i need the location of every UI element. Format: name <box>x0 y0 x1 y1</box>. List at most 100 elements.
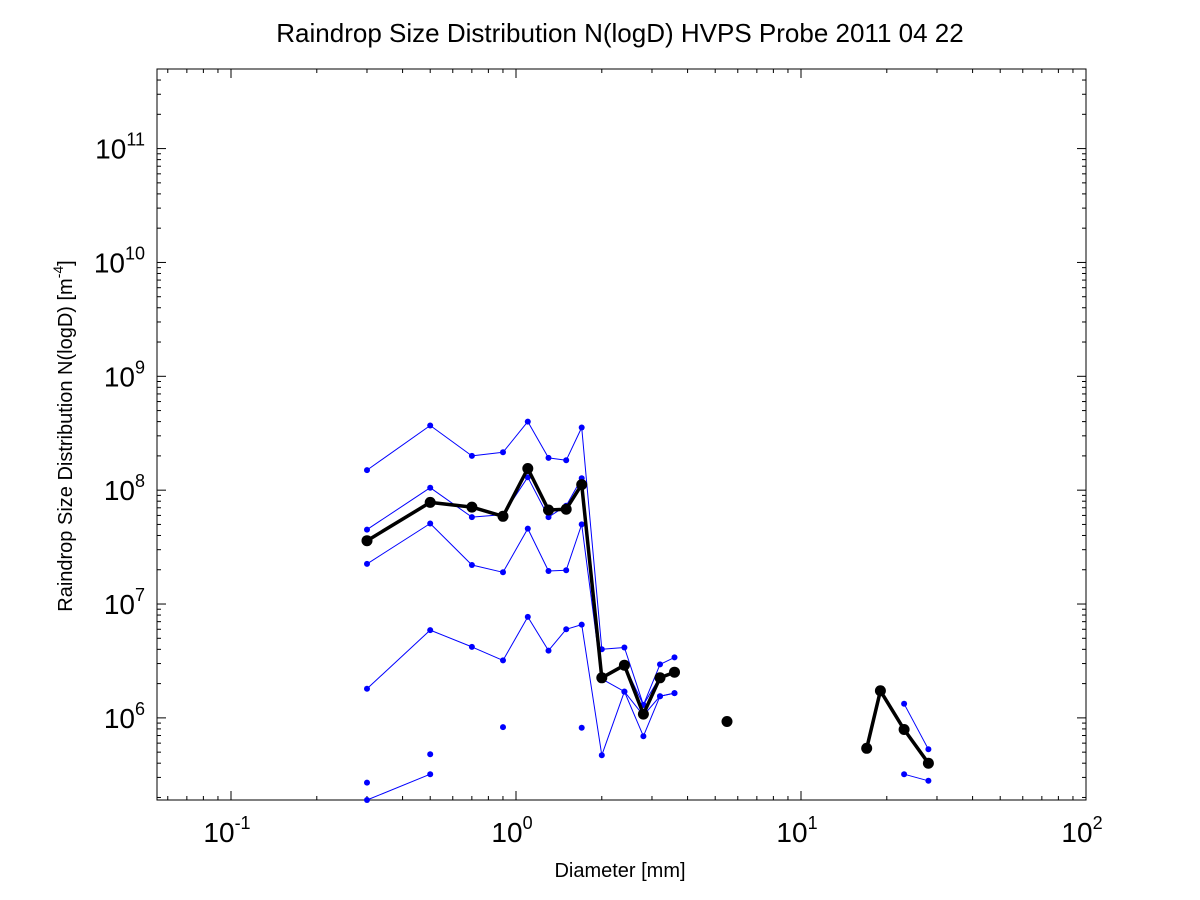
percentile-series-line <box>903 703 929 750</box>
percentile-data-point <box>524 525 531 532</box>
y-tick-label: 108 <box>104 471 145 506</box>
percentile-data-point <box>364 526 370 533</box>
minor-ticks <box>157 69 1086 800</box>
series-layer <box>361 418 934 803</box>
x-tick-label: 101 <box>776 813 817 848</box>
y-tick-label-exp: 9 <box>135 357 145 377</box>
mean-data-point <box>424 496 436 508</box>
percentile-data-point <box>427 520 434 527</box>
percentile-series <box>364 724 585 803</box>
y-tick-label-base: 10 <box>95 134 126 165</box>
mean-data-point <box>637 708 649 720</box>
percentile-data-point <box>427 751 434 758</box>
y-axis-label-main: Raindrop Size Distribution N(logD) [m <box>55 278 77 611</box>
percentile-data-point <box>671 654 678 661</box>
y-tick-label-exp: 8 <box>135 471 145 491</box>
percentile-data-point <box>468 643 475 650</box>
percentile-data-point <box>925 746 932 753</box>
percentile-data-point <box>524 418 531 425</box>
mean-data-point <box>466 501 478 513</box>
y-tick-label: 1010 <box>94 243 145 278</box>
percentile-series-line <box>366 523 675 716</box>
percentile-data-point <box>500 657 506 664</box>
y-tick-label-exp: 11 <box>126 130 145 150</box>
mean-data-point <box>361 535 373 547</box>
percentile-data-point <box>598 752 605 759</box>
percentile-data-point <box>621 644 628 651</box>
major-ticks <box>157 69 1087 800</box>
percentile-data-point <box>545 454 552 461</box>
x-tick-label-exp: 0 <box>523 813 533 833</box>
percentile-data-point <box>364 685 370 692</box>
percentile-data-point <box>364 797 370 803</box>
mean-data-point <box>654 672 666 684</box>
percentile-data-point <box>901 700 908 707</box>
percentile-data-point <box>545 647 552 654</box>
y-tick-label: 109 <box>104 357 145 392</box>
percentile-data-point <box>578 521 585 528</box>
y-tick-label-base: 10 <box>104 475 135 506</box>
mean-data-point <box>721 716 733 727</box>
plot-area <box>156 68 1087 801</box>
mean-data-point <box>560 503 572 515</box>
percentile-data-point <box>468 452 475 459</box>
percentile-data-point <box>427 422 434 429</box>
percentile-data-point <box>578 621 585 628</box>
x-axis-label: Diameter [mm] <box>554 860 685 882</box>
percentile-data-point <box>468 514 475 521</box>
percentile-series <box>364 520 678 719</box>
x-tick-label: 10-1 <box>203 813 250 848</box>
mean-series <box>361 463 934 769</box>
percentile-data-point <box>500 724 506 731</box>
percentile-data-point <box>427 771 434 778</box>
percentile-series-line <box>366 616 675 756</box>
mean-data-point <box>874 685 886 697</box>
mean-data-point <box>922 757 934 769</box>
y-tick-label-base: 10 <box>104 361 135 392</box>
y-axis-label: Raindrop Size Distribution N(logD) [m-4] <box>50 260 77 611</box>
mean-data-point <box>596 672 608 684</box>
percentile-series <box>364 474 678 708</box>
percentile-data-point <box>468 562 475 568</box>
y-tick-label-base: 10 <box>94 247 125 278</box>
percentile-data-point <box>545 514 552 521</box>
y-tick-label: 107 <box>104 585 145 620</box>
percentile-data-point <box>563 626 570 633</box>
mean-data-point <box>898 724 910 735</box>
x-tick-labels: 10-1 100 101 102 <box>203 813 1102 848</box>
percentile-data-point <box>578 424 585 431</box>
y-tick-label-base: 10 <box>104 703 135 734</box>
percentile-data-point <box>578 724 585 731</box>
x-tick-label-base: 10 <box>1061 817 1092 848</box>
percentile-data-point <box>640 733 647 740</box>
y-tick-label-exp: 6 <box>135 699 145 719</box>
mean-data-point <box>576 479 588 491</box>
y-tick-label-base: 10 <box>104 589 135 620</box>
percentile-data-point <box>364 779 370 786</box>
percentile-data-point <box>901 771 908 778</box>
mean-data-point <box>669 666 680 678</box>
mean-data-point <box>618 659 630 671</box>
percentile-data-point <box>621 688 628 695</box>
percentile-data-point <box>524 613 531 620</box>
mean-data-point <box>861 742 873 754</box>
percentile-series-line <box>903 773 929 782</box>
percentile-series-line <box>366 773 431 801</box>
y-axis-label-sup: -4 <box>50 266 66 279</box>
y-tick-label-exp: 7 <box>135 585 145 605</box>
percentile-data-point <box>500 569 506 576</box>
x-tick-label-exp: 2 <box>1093 813 1103 833</box>
percentile-data-point <box>657 661 663 668</box>
percentile-data-point <box>563 457 570 464</box>
percentile-series <box>364 613 932 784</box>
y-axis-label-end: ] <box>55 260 77 266</box>
x-tick-label: 100 <box>491 813 532 848</box>
x-tick-label-base: 10 <box>203 817 234 848</box>
percentile-data-point <box>364 467 370 474</box>
x-tick-label-base: 10 <box>776 817 807 848</box>
x-tick-label-base: 10 <box>491 817 522 848</box>
percentile-data-point <box>364 560 370 567</box>
mean-data-point <box>543 504 554 516</box>
